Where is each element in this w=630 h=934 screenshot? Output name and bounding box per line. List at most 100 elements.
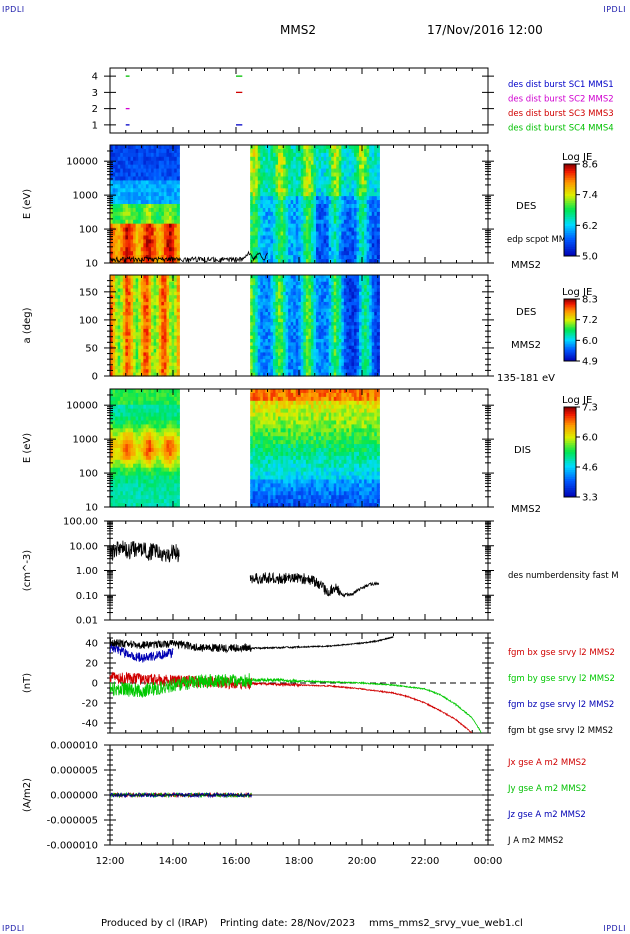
heatmap-cell [359,281,363,286]
heatmap-cell [341,285,345,290]
colorbar-segment [564,196,576,199]
heatmap-cell [138,207,142,213]
heatmap-cell [285,342,289,347]
heatmap-cell [272,168,277,174]
heatmap-cell [120,342,124,347]
heatmap-cell [153,211,157,217]
colorbar-segment [564,164,576,167]
heatmap-cell [148,365,152,370]
heatmap-cell [288,308,292,313]
heatmap-cell [145,200,150,205]
heatmap-cell [331,328,335,333]
heatmap-cell [359,160,363,166]
heatmap-cell [153,148,157,154]
heatmap-cell [133,176,137,181]
heatmap-cell [338,192,342,197]
heatmap-cell [135,301,139,306]
heatmap-cell [112,335,116,340]
heatmap-cell [115,328,119,333]
heatmap-cell [275,176,279,181]
heatmap-cell [346,318,350,323]
heatmap-cell [115,305,119,310]
heatmap-cell [110,204,114,209]
heatmap-cell [130,335,134,340]
heatmap-cell [318,168,322,174]
heatmap-cell [140,359,144,364]
heatmap-cell [130,369,134,374]
heatmap-cell [135,322,139,327]
heatmap-cell [288,223,292,229]
heatmap-cell [338,247,342,252]
heatmap-cell [153,251,157,256]
heatmap-cell [130,247,134,252]
heatmap-cell [318,322,322,327]
heatmap-cell [351,345,355,350]
heatmap-cell [130,301,134,306]
heatmap-cell [356,172,360,178]
heatmap-cell [120,188,124,193]
heatmap-cell [328,355,332,360]
heatmap-cell [321,231,325,237]
heatmap-cell [112,332,116,337]
heatmap-cell [278,352,282,357]
heatmap-cell [316,335,320,340]
heatmap-cell [374,207,378,213]
heatmap-cell [135,145,139,150]
heatmap-cell [267,365,272,370]
heatmap-cell [356,152,360,158]
heatmap-cell [138,365,142,370]
heatmap-cell [354,243,358,248]
heatmap-cell [354,235,358,240]
heatmap-cell [364,295,368,300]
heatmap-cell [140,308,144,313]
heatmap-cell [308,184,312,189]
heatmap-cell [133,332,137,337]
heatmap-cell [272,322,277,327]
heatmap-cell [288,207,292,213]
heatmap-cell [151,164,155,170]
heatmap-cell [326,255,330,260]
heatmap-cell [117,369,121,374]
heatmap-cell [112,180,116,185]
heatmap-cell [308,305,312,310]
heatmap-cell [138,196,142,201]
heatmap-cell [336,335,340,340]
heatmap-cell [252,359,256,364]
heatmap-cell [262,318,266,323]
heatmap-cell [300,305,304,310]
heatmap-cell [153,180,157,185]
heatmap-cell [323,196,327,201]
heatmap-cell [163,239,168,244]
heatmap-cell [115,355,119,360]
heatmap-cell [255,278,259,283]
heatmap-cell [361,372,365,377]
heatmap-cell [351,342,355,347]
heatmap-cell [278,239,282,244]
heatmap-cell [145,328,150,333]
heatmap-cell [310,164,315,170]
heatmap-cell [125,308,129,313]
heatmap-cell [290,219,294,225]
heatmap-cell [270,318,274,323]
heatmap-cell [313,315,317,320]
heatmap-cell [321,152,325,158]
heatmap-cell [120,243,124,248]
heatmap-cell [135,288,139,293]
heatmap-cell [316,255,320,260]
heatmap-cell [267,204,272,209]
heatmap-cell [166,365,170,370]
heatmap-cell [343,227,347,233]
colorbar-segment [564,177,576,181]
heatmap-cell [336,164,340,170]
heatmap-cell [348,365,353,370]
heatmap-cell [127,365,132,370]
heatmap-cell [122,301,126,306]
heatmap-cell [156,215,160,221]
heatmap-cell [138,308,142,313]
heatmap-cell [290,204,294,209]
heatmap-cell [288,227,292,233]
heatmap-cell [371,332,375,337]
heatmap-cell [151,207,155,213]
heatmap-cell [255,243,259,248]
heatmap-cell [166,172,170,178]
